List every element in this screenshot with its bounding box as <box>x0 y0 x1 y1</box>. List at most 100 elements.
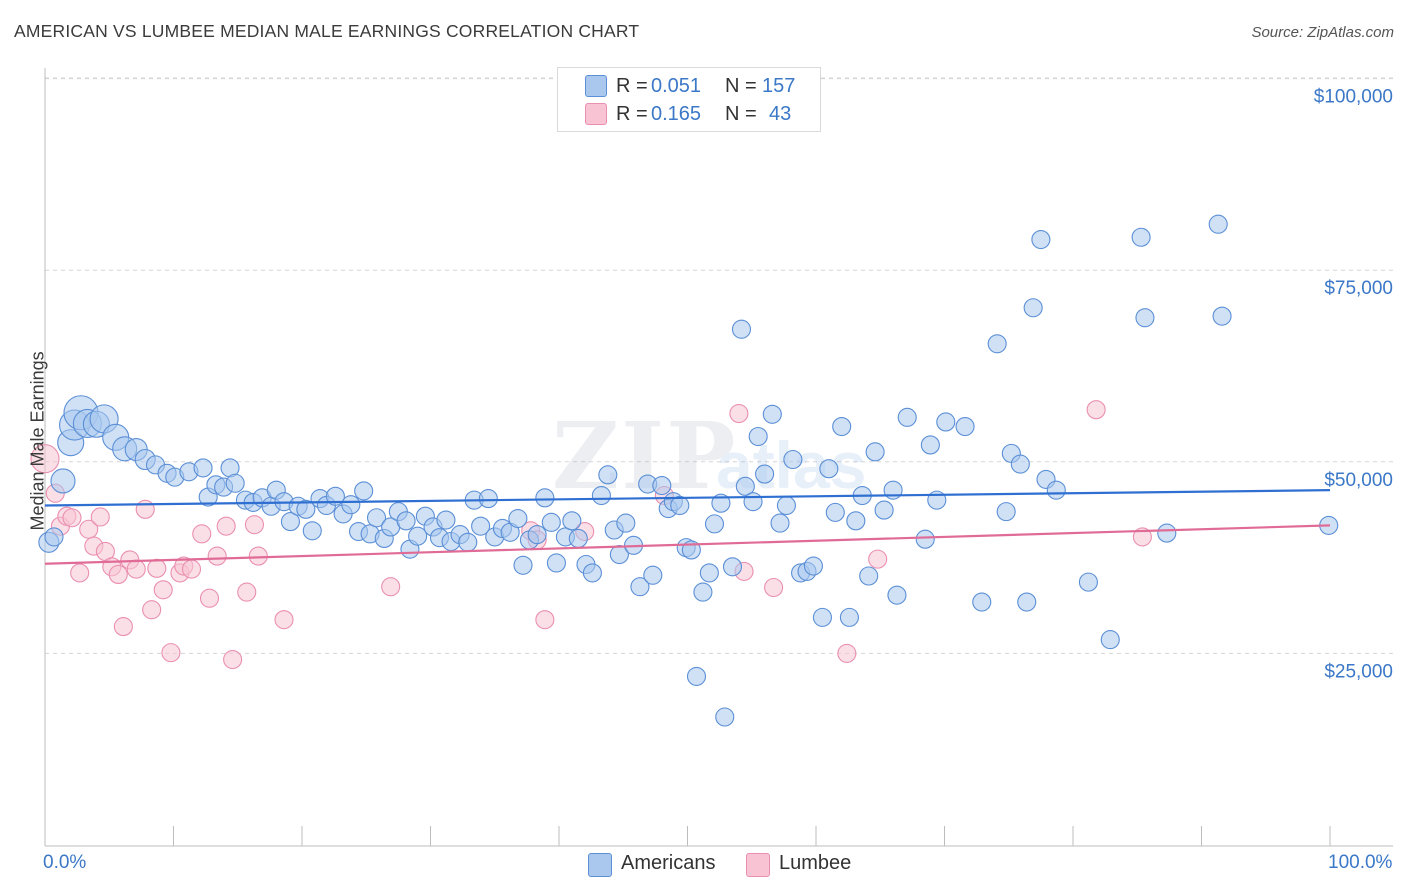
americans-point <box>582 563 602 583</box>
americans-point <box>630 577 650 597</box>
americans-point <box>1212 306 1232 326</box>
americans-point <box>1010 454 1030 474</box>
lumbee-point <box>192 524 212 544</box>
americans-point <box>711 493 731 513</box>
americans-point <box>783 449 803 470</box>
americans-point <box>704 514 725 534</box>
lumbee-point <box>70 563 90 583</box>
americans-point <box>731 319 752 339</box>
americans-point <box>341 495 361 515</box>
americans-point <box>846 511 866 531</box>
americans-point <box>1135 308 1155 328</box>
americans-point <box>50 468 76 494</box>
americans-point <box>715 707 735 727</box>
americans-point <box>897 407 917 427</box>
americans-point <box>865 442 885 462</box>
lumbee-point <box>837 643 857 663</box>
lumbee-point <box>274 610 294 630</box>
legend-r-value: 0.051 <box>651 74 702 97</box>
americans-point <box>832 416 852 437</box>
americans-point <box>1100 630 1120 650</box>
lumbee-point <box>764 577 784 598</box>
lumbee-point <box>535 610 555 630</box>
americans-point <box>478 489 498 509</box>
americans-point <box>643 565 663 585</box>
americans-point <box>546 553 566 573</box>
americans-point <box>354 481 374 501</box>
lumbee-point <box>161 643 181 663</box>
lumbee-point <box>244 515 265 535</box>
lumbee-point <box>30 444 60 474</box>
americans-point <box>735 476 755 496</box>
lumbee-point <box>216 516 236 536</box>
americans-point <box>527 525 547 545</box>
americans-point <box>193 458 213 478</box>
americans-point <box>408 526 428 546</box>
americans-point <box>887 585 907 605</box>
lumbee-swatch-icon <box>585 103 607 125</box>
lumbee-point <box>147 558 167 578</box>
lumbee-point <box>237 582 257 602</box>
lumbee-point <box>62 508 82 528</box>
americans-point <box>296 499 316 519</box>
americans-point <box>693 582 713 602</box>
americans-point <box>541 512 561 532</box>
americans-point <box>1017 592 1037 612</box>
americans-point <box>670 495 690 516</box>
americans-point <box>776 495 796 516</box>
americans-point <box>471 516 491 536</box>
lumbee-point <box>108 564 128 585</box>
americans-point <box>839 607 859 627</box>
americans-point <box>812 607 832 627</box>
americans-point <box>955 416 975 437</box>
y-tick-labels: $25,000 $50,000 $75,000 $100,000 <box>1314 87 1393 683</box>
americans-point <box>1131 227 1151 247</box>
americans-point <box>458 532 478 552</box>
correlation-legend: R = 0.051 N = 157 R = 0.165 N = 43 <box>557 67 821 132</box>
americans-point <box>699 563 719 583</box>
americans-point <box>1078 572 1098 592</box>
americans-point <box>535 488 555 508</box>
americans-point <box>44 527 64 547</box>
x-tick-label-max: 100.0% <box>1328 852 1393 873</box>
americans-point <box>915 529 935 549</box>
americans-point <box>1157 523 1177 543</box>
americans-point <box>874 500 894 520</box>
americans-point <box>1208 214 1228 234</box>
americans-point <box>616 513 636 533</box>
legend-n-label: N = <box>725 102 757 125</box>
americans-point <box>508 508 528 529</box>
lumbee-point <box>199 588 220 608</box>
americans-point <box>987 334 1007 354</box>
americans-point <box>225 473 245 493</box>
americans-legend-icon <box>588 853 612 877</box>
americans-trend-line <box>44 489 1331 507</box>
americans-point <box>325 486 345 506</box>
y-tick-label: $100,000 <box>1314 87 1393 108</box>
lumbee-point <box>207 546 227 566</box>
y-axis-label: Median Male Earnings <box>27 351 48 531</box>
lumbee-point <box>126 559 146 579</box>
lumbee-point <box>90 507 110 527</box>
legend-n-label: N = <box>725 74 757 97</box>
lumbee-point <box>1132 527 1152 547</box>
lumbee-point <box>153 580 173 600</box>
legend-r-label: R = <box>616 102 648 125</box>
legend-r-value: 0.165 <box>651 102 702 125</box>
lumbee-legend-label: Lumbee <box>779 852 852 874</box>
americans-swatch-icon <box>585 75 607 97</box>
americans-point <box>513 555 533 575</box>
americans-point <box>825 502 845 522</box>
lumbee-point <box>1086 400 1106 420</box>
americans-point <box>762 404 782 424</box>
lumbee-legend-icon <box>746 853 770 877</box>
americans-point <box>591 485 611 506</box>
lumbee-point <box>181 559 202 579</box>
svg-text:ZIP: ZIP <box>552 402 737 510</box>
americans-point <box>722 557 743 577</box>
lumbee-point <box>729 403 749 424</box>
americans-point <box>755 464 775 484</box>
americans-point <box>920 435 940 455</box>
lumbee-point <box>135 499 155 519</box>
